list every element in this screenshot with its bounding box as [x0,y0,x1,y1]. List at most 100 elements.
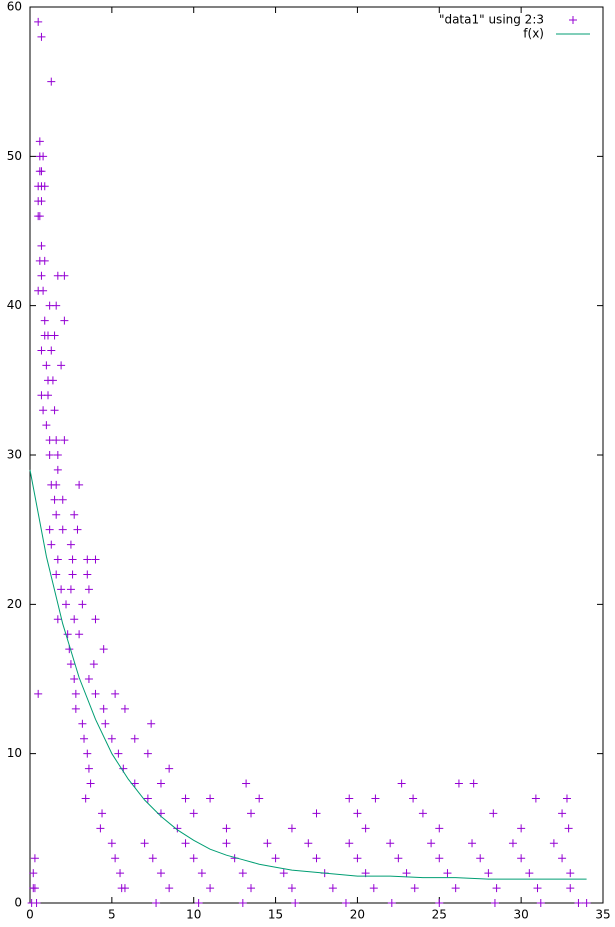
point [371,794,380,803]
point [353,854,362,863]
point [50,406,59,415]
point [147,719,156,728]
point [189,809,198,818]
point [68,570,77,579]
point [37,346,46,355]
point [143,749,152,758]
point [40,182,49,191]
point [427,839,436,848]
point [114,749,123,758]
point [70,510,79,519]
point [409,794,418,803]
point [66,540,75,549]
point [91,555,100,564]
point [361,824,370,833]
point [189,854,198,863]
point [402,869,411,878]
point [489,809,498,818]
point [181,839,190,848]
point [562,794,571,803]
point [30,854,39,863]
point [68,555,77,564]
point [156,869,165,878]
point [181,794,190,803]
point [508,839,517,848]
point [341,899,350,907]
point [111,689,120,698]
point [91,615,100,624]
point [84,764,93,773]
legend-label: f(x) [523,27,544,41]
x-tick-label: 15 [268,908,283,922]
point [60,436,69,445]
legend-marker [569,16,577,24]
point [152,899,161,907]
point [116,869,125,878]
point [78,600,87,609]
point [564,824,573,833]
point [60,271,69,280]
point [52,436,61,445]
x-tick-label: 10 [186,908,201,922]
point [454,779,463,788]
y-tick-label: 30 [7,448,22,462]
point [476,854,485,863]
point [443,869,452,878]
x-tick-label: 30 [514,908,529,922]
fit-line [29,469,587,880]
point [247,884,256,893]
point [98,809,107,818]
point [34,689,43,698]
point [418,809,427,818]
point [84,585,93,594]
point [197,869,206,878]
point [70,675,79,683]
point [73,525,82,534]
point [525,869,534,878]
x-tick-label: 25 [432,908,447,922]
point [52,570,61,579]
point [111,854,120,863]
point [533,884,542,893]
point [484,869,493,878]
point [83,555,92,564]
point [582,899,591,907]
point [242,779,251,788]
point [222,839,231,848]
point [52,301,61,310]
point [517,824,526,833]
point [263,839,272,848]
point [345,794,354,803]
point [130,734,139,743]
point [91,689,100,698]
point [435,824,444,833]
point [83,749,92,758]
x-tick-label: 20 [350,908,365,922]
point [291,899,300,907]
point [39,286,48,295]
point [120,704,129,713]
y-tick-label: 60 [7,0,22,14]
plot-border [29,6,604,904]
point [52,510,61,519]
legend-label: "data1" using 2:3 [439,13,544,27]
point [304,839,313,848]
point [287,884,296,893]
point [353,809,362,818]
point [271,854,280,863]
point [52,480,61,489]
point [531,794,540,803]
point [566,884,575,893]
point [37,167,46,176]
point [75,480,84,489]
point [39,406,48,415]
point [386,839,395,848]
point [536,899,545,907]
point [89,660,98,669]
point [57,361,66,370]
point [86,779,95,788]
point [78,719,87,728]
point [345,839,354,848]
point [369,884,378,893]
point [57,585,66,594]
